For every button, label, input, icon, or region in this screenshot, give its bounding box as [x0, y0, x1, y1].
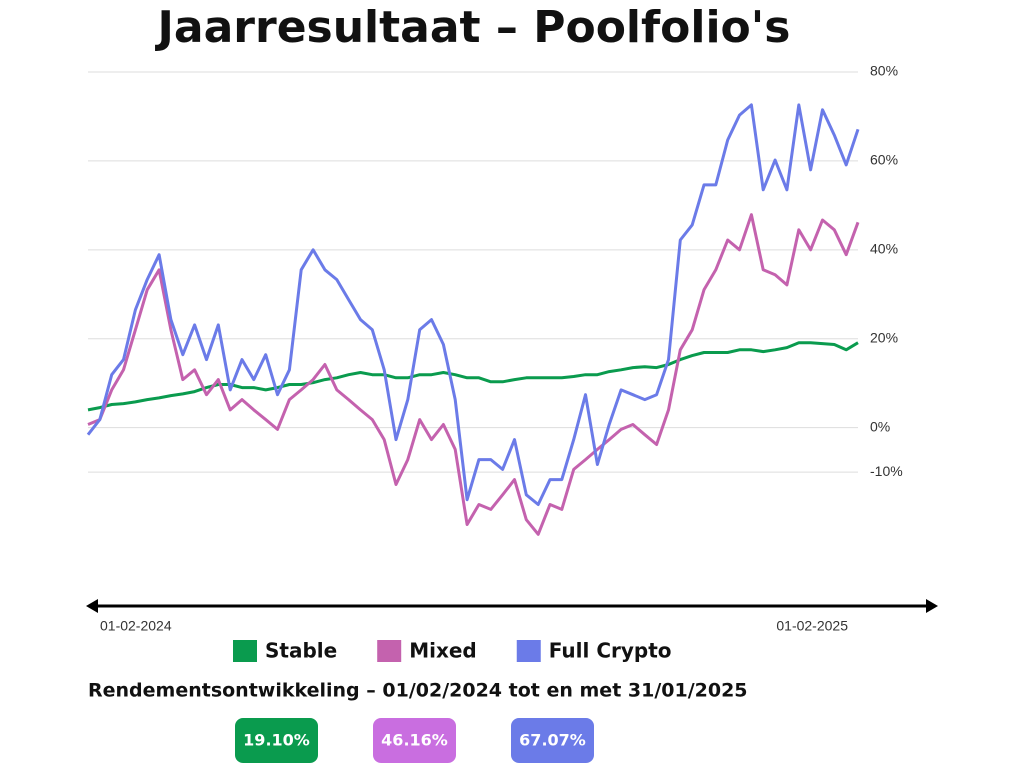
legend-label: Full Crypto: [549, 639, 672, 663]
arrow-right: [926, 599, 938, 613]
y-tick-label: -10%: [870, 463, 903, 479]
badge: [373, 718, 456, 763]
legend-swatch: [377, 640, 402, 662]
badge-label: 19.10%: [243, 731, 310, 750]
line-series: [87, 213, 860, 536]
legend-label: Stable: [265, 639, 337, 663]
chart-title: Jaarresultaat – Poolfolio's: [155, 2, 791, 53]
y-tick-label: 40%: [870, 241, 898, 257]
y-tick-label: 0%: [870, 418, 890, 434]
legend-swatch: [233, 640, 257, 662]
badge-label: 67.07%: [519, 731, 586, 750]
line-series: [86, 103, 860, 506]
x-tick-label: 01-02-2024: [100, 618, 172, 634]
y-tick-label: 20%: [870, 329, 898, 345]
x-tick-label: 01-02-2025: [776, 618, 848, 634]
y-tick-label: 60%: [870, 152, 898, 168]
subtitle: Rendementsontwikkeling – 01/02/2024 tot …: [88, 680, 748, 702]
arrow-left: [86, 599, 98, 613]
badge-label: 46.16%: [381, 731, 448, 750]
line-series: [87, 341, 859, 412]
y-tick-label: 80%: [870, 63, 898, 79]
badge: [235, 718, 318, 763]
legend-swatch: [516, 640, 541, 662]
badge: [511, 718, 594, 763]
legend-label: Mixed: [409, 639, 477, 663]
